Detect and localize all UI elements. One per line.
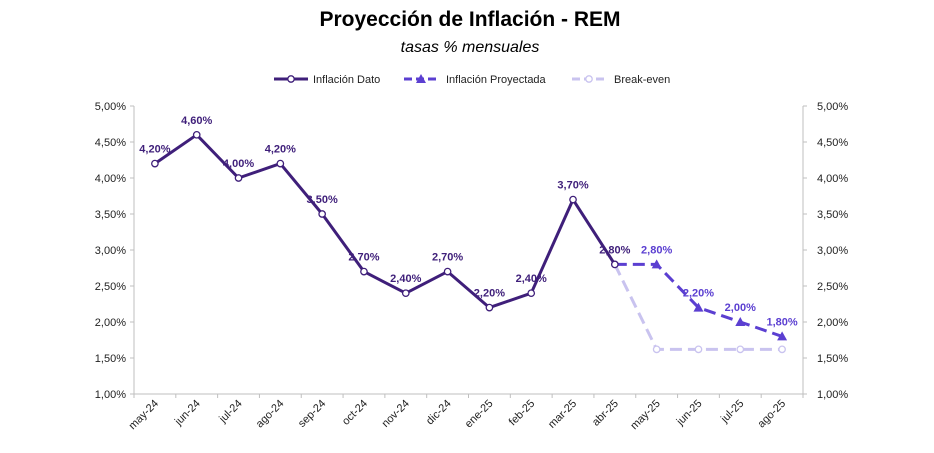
series-line [154, 133, 617, 310]
legend-marker [416, 74, 426, 83]
data-point [693, 302, 704, 312]
x-tick-label: may-24 [127, 398, 161, 432]
legend: Inflación Dato Inflación Proyectada Break-… [274, 74, 670, 86]
legend-label: Inflación Proyectada [446, 74, 547, 86]
x-tick-label: feb-25 [507, 398, 538, 429]
data-point [778, 345, 786, 354]
x-tick-label: ago-24 [254, 398, 287, 431]
y-tick-label-right: 3,00% [817, 245, 848, 257]
data-label: 4,00% [223, 158, 254, 170]
y-tick-label-right: 4,00% [817, 173, 848, 185]
data-point [694, 345, 703, 354]
x-tick-label: sep-24 [296, 398, 328, 430]
data-point [360, 267, 368, 276]
y-tick-label-right: 5,00% [817, 101, 848, 113]
data-label: 2,20% [683, 288, 714, 300]
series-0 [151, 130, 619, 312]
data-label: 2,40% [516, 273, 547, 285]
data-point [234, 174, 243, 182]
data-point [276, 159, 285, 168]
legend-label: Break-even [614, 74, 670, 86]
data-point [735, 317, 746, 326]
y-tick-label-left: 2,50% [95, 281, 126, 293]
x-tick-label: abr-25 [590, 398, 621, 429]
data-label: 4,20% [265, 144, 296, 156]
data-label: 2,70% [348, 252, 379, 264]
y-tick-label-left: 4,00% [95, 173, 126, 185]
data-label: 4,60% [181, 115, 212, 127]
x-tick-label: jul-25 [718, 398, 746, 426]
data-label: 2,40% [390, 273, 421, 285]
legend-item-2: Break-even [572, 74, 670, 86]
y-tick-label-left: 4,50% [95, 137, 126, 149]
data-point [652, 345, 661, 354]
chart-title: Proyección de Inflación - REM [319, 8, 620, 31]
data-label: 2,80% [599, 244, 630, 256]
y-tick-label-right: 4,50% [817, 137, 848, 149]
data-labels: 4,20% 4,60% 4,00% 4,20% 3,50% 2,70% 2,40% 2,70%… [139, 115, 798, 329]
data-point [651, 259, 662, 269]
y-tick-label-left: 2,00% [95, 317, 126, 329]
y-tick-label-right: 2,50% [817, 281, 848, 293]
x-tick-label: oct-24 [340, 398, 370, 428]
y-tick-label-right: 1,50% [817, 353, 848, 365]
x-tick-label: jun-24 [172, 398, 203, 429]
x-tick-label: nov-24 [380, 398, 412, 430]
y-tick-label-left: 3,00% [95, 245, 126, 257]
x-tick-label: ago-25 [756, 398, 789, 431]
series-layer [151, 130, 788, 354]
data-label: 3,70% [557, 180, 588, 192]
data-point [736, 345, 745, 354]
data-label: 3,50% [307, 194, 338, 206]
data-label: 2,00% [725, 302, 756, 314]
legend-marker [287, 75, 295, 83]
data-point [318, 210, 327, 218]
data-point [401, 289, 410, 298]
data-point [569, 195, 577, 204]
legend-marker [585, 75, 593, 83]
y-tick-label-right: 1,00% [817, 389, 848, 401]
legend-label: Inflación Dato [313, 74, 380, 86]
data-label: 1,80% [766, 316, 797, 328]
data-point [610, 260, 619, 269]
data-label: 4,20% [139, 144, 170, 156]
legend-item-1: Inflación Proyectada [404, 74, 547, 86]
legend-item-0: Inflación Dato [274, 74, 380, 86]
y-tick-label-left: 1,00% [95, 389, 126, 401]
x-tick-label: may-25 [628, 398, 662, 432]
data-point [485, 303, 494, 312]
x-tick-label: ene-25 [463, 398, 496, 431]
data-point [777, 331, 788, 341]
y-tick-label-right: 3,50% [817, 209, 848, 221]
y-tick-label-left: 5,00% [95, 101, 126, 113]
axes: 1,00% 1,00% 1,50% 1,50% 2,00% 2,00% 2,50% 2,50%… [95, 101, 849, 432]
data-label: 2,80% [641, 244, 672, 256]
y-tick-label-left: 1,50% [95, 353, 126, 365]
data-point [527, 289, 536, 298]
data-point [151, 159, 159, 168]
y-tick-label-right: 2,00% [817, 317, 848, 329]
series-1 [614, 259, 788, 341]
data-point [443, 267, 452, 276]
data-point [192, 130, 201, 139]
chart-subtitle: tasas % mensuales [401, 39, 540, 56]
x-tick-label: dic-24 [424, 398, 454, 428]
data-label: 2,20% [474, 288, 505, 300]
x-tick-label: mar-25 [546, 398, 579, 431]
x-tick-label: jun-25 [674, 398, 705, 429]
x-tick-label: jul-24 [216, 398, 244, 426]
y-tick-label-left: 3,50% [95, 209, 126, 221]
data-label: 2,70% [432, 252, 463, 264]
series-line [614, 262, 783, 338]
